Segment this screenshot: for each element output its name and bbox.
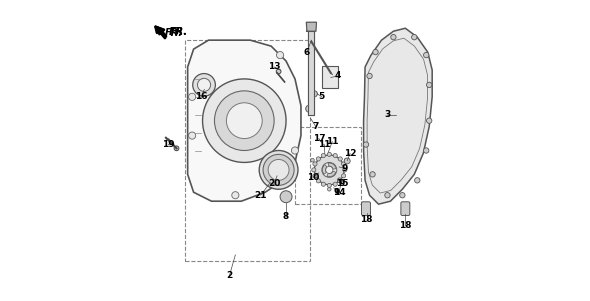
- Polygon shape: [306, 22, 316, 31]
- Circle shape: [198, 78, 211, 92]
- Circle shape: [215, 91, 274, 150]
- Circle shape: [232, 192, 239, 199]
- Circle shape: [263, 154, 294, 185]
- Circle shape: [391, 35, 396, 40]
- Text: FR.: FR.: [165, 28, 183, 38]
- Circle shape: [313, 174, 317, 178]
- Circle shape: [345, 158, 348, 162]
- Circle shape: [399, 193, 405, 198]
- Circle shape: [412, 35, 417, 40]
- Circle shape: [342, 162, 346, 166]
- Circle shape: [311, 158, 314, 162]
- Polygon shape: [309, 31, 314, 115]
- Circle shape: [424, 52, 429, 58]
- FancyBboxPatch shape: [362, 202, 371, 216]
- Text: 11: 11: [326, 137, 339, 146]
- Text: 18: 18: [360, 215, 373, 224]
- Circle shape: [367, 73, 372, 79]
- Circle shape: [373, 49, 378, 55]
- Text: 9: 9: [333, 188, 340, 197]
- Text: 18: 18: [399, 221, 412, 230]
- Circle shape: [189, 93, 196, 101]
- Text: 8: 8: [283, 212, 289, 221]
- Circle shape: [370, 172, 375, 177]
- Text: 4: 4: [335, 71, 342, 80]
- Circle shape: [338, 179, 342, 183]
- Wedge shape: [328, 163, 336, 169]
- Circle shape: [427, 118, 432, 123]
- Circle shape: [276, 69, 281, 74]
- Circle shape: [342, 174, 346, 178]
- Circle shape: [316, 179, 320, 183]
- Wedge shape: [323, 165, 327, 174]
- Circle shape: [322, 182, 326, 186]
- Text: 3: 3: [384, 110, 391, 119]
- Wedge shape: [327, 171, 336, 177]
- Bar: [185, 40, 310, 261]
- Circle shape: [189, 132, 196, 139]
- Circle shape: [343, 168, 347, 172]
- Circle shape: [327, 183, 332, 188]
- Circle shape: [363, 142, 369, 147]
- Circle shape: [306, 105, 313, 112]
- Text: 11: 11: [318, 140, 330, 149]
- Circle shape: [337, 178, 342, 183]
- Text: 17: 17: [313, 134, 325, 143]
- Circle shape: [424, 148, 429, 153]
- Text: 14: 14: [333, 188, 346, 197]
- Circle shape: [277, 51, 284, 59]
- Text: 13: 13: [268, 63, 280, 72]
- Text: 15: 15: [336, 179, 348, 188]
- Circle shape: [326, 166, 333, 173]
- FancyBboxPatch shape: [322, 66, 338, 88]
- Text: FR.: FR.: [171, 27, 188, 36]
- Text: 20: 20: [268, 179, 280, 188]
- Bar: [295, 127, 360, 204]
- Circle shape: [333, 182, 337, 186]
- Circle shape: [327, 188, 331, 191]
- Circle shape: [291, 147, 299, 154]
- Circle shape: [322, 154, 326, 158]
- Circle shape: [338, 157, 342, 161]
- Circle shape: [344, 158, 350, 164]
- Text: 7: 7: [313, 122, 319, 131]
- Circle shape: [193, 73, 215, 96]
- Circle shape: [385, 193, 390, 198]
- Text: 19: 19: [162, 140, 175, 149]
- Circle shape: [322, 163, 337, 177]
- Circle shape: [314, 155, 344, 185]
- Circle shape: [280, 191, 292, 203]
- Text: FR.: FR.: [169, 27, 188, 37]
- Circle shape: [202, 79, 286, 163]
- Circle shape: [313, 162, 317, 166]
- Circle shape: [312, 168, 316, 172]
- Text: 21: 21: [254, 191, 267, 200]
- Text: 9: 9: [341, 164, 348, 173]
- Circle shape: [316, 157, 320, 161]
- Text: 16: 16: [195, 92, 207, 101]
- Circle shape: [268, 160, 289, 180]
- Text: 10: 10: [307, 173, 319, 182]
- Polygon shape: [363, 28, 432, 204]
- Text: 6: 6: [304, 48, 310, 57]
- Text: 9: 9: [339, 179, 345, 188]
- Circle shape: [415, 178, 420, 183]
- Text: 12: 12: [344, 149, 356, 158]
- Circle shape: [259, 150, 298, 189]
- Text: 2: 2: [227, 271, 232, 280]
- Circle shape: [174, 146, 179, 151]
- Polygon shape: [188, 40, 301, 201]
- Circle shape: [427, 82, 432, 88]
- Circle shape: [227, 103, 262, 138]
- FancyBboxPatch shape: [401, 202, 410, 216]
- Circle shape: [327, 152, 332, 157]
- Text: 5: 5: [319, 92, 325, 101]
- Circle shape: [333, 154, 337, 158]
- Circle shape: [312, 91, 317, 97]
